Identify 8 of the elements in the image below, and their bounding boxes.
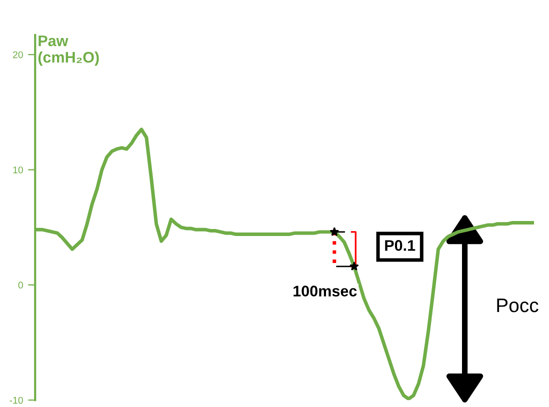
annotation: Pocc: [497, 298, 538, 312]
annotation: P0.1: [385, 240, 416, 251]
annotation: 100msec: [294, 286, 357, 296]
y-tick-label: 10: [13, 166, 23, 174]
y-tick-label: -10: [10, 396, 23, 404]
y-tick-label: 20: [13, 51, 23, 58]
y-tick-label: 0: [18, 282, 23, 289]
y-axis-title: Paw (cmH₂O): [38, 36, 99, 66]
